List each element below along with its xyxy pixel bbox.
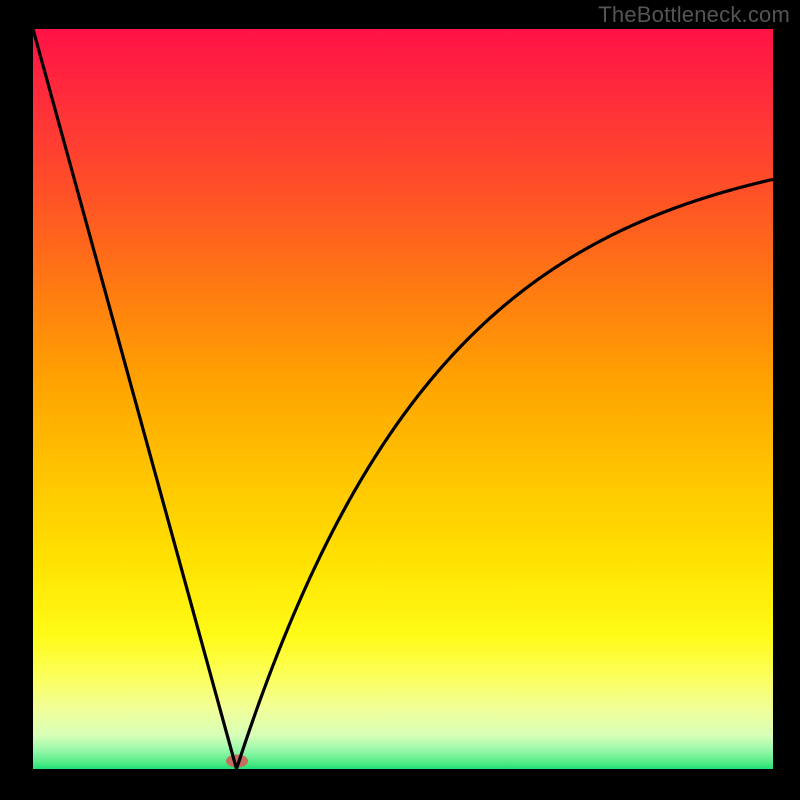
- figure-container: TheBottleneck.com: [0, 0, 800, 800]
- curve-path: [33, 29, 773, 769]
- bottleneck-curve: [0, 0, 800, 800]
